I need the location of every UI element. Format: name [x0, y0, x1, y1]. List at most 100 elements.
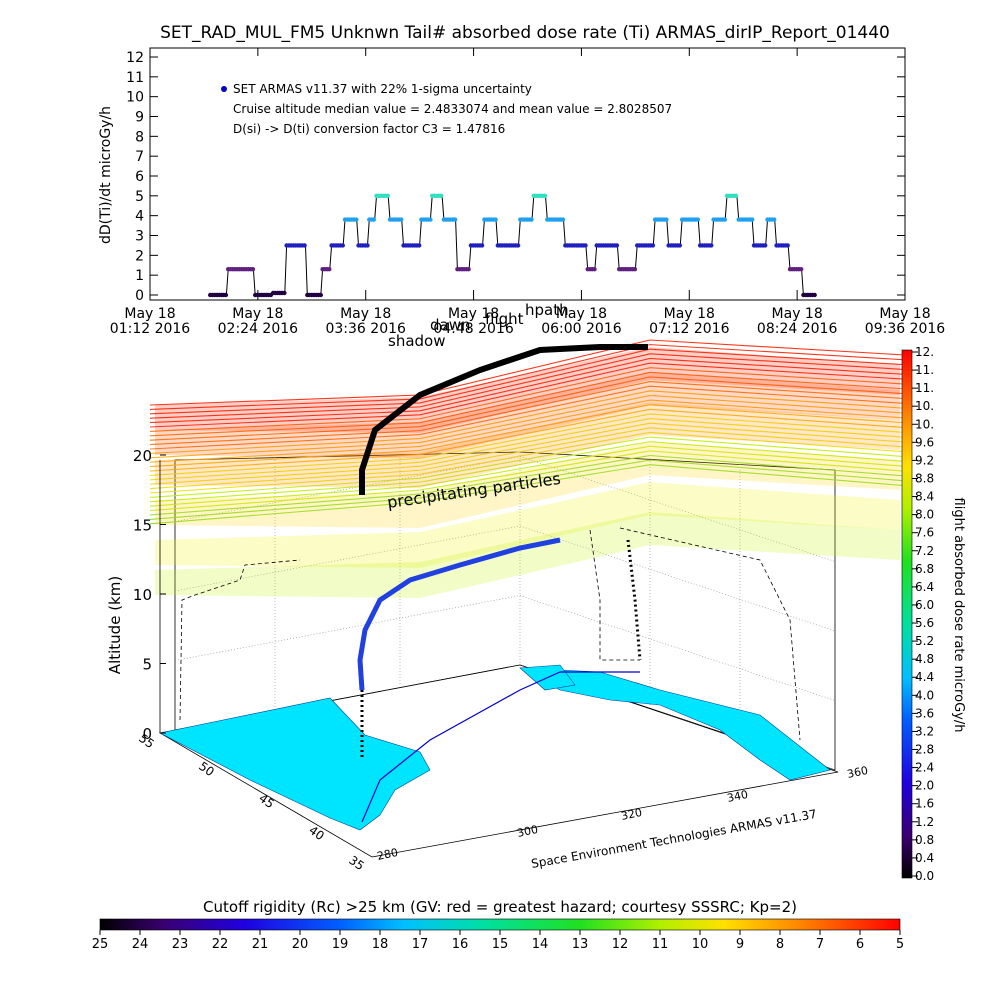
flight-path-upper	[359, 344, 648, 495]
rigidity-tick-label: 22	[212, 937, 229, 952]
page-title: SET_RAD_MUL_FM5 Unknwn Tail# absorbed do…	[160, 23, 890, 43]
sheet-line	[149, 362, 906, 428]
y-axis-label: dD(Ti)/dt microGy/h	[98, 106, 114, 244]
rigidity-tick-label: 8	[776, 937, 784, 952]
rigidity-tick-label: 9	[736, 937, 744, 952]
grid-line-horizontal	[519, 525, 836, 632]
colorbar-tick-label: 8.4	[915, 490, 934, 504]
sheet-line	[149, 441, 906, 503]
sheet-line	[149, 381, 906, 446]
x-tick-date: May 18	[340, 306, 391, 322]
altitude-tick-label: 10	[133, 586, 152, 604]
colorbar-tick-label: 4.0	[915, 688, 934, 702]
data-point	[428, 217, 433, 222]
rigidity-tick-label: 25	[92, 937, 109, 952]
colorbar-tick-label: 2.4	[915, 761, 934, 775]
rigidity-tick-label: 11	[652, 937, 669, 952]
sheet-line	[149, 427, 906, 490]
y-tick-label: 0	[135, 288, 144, 304]
colorbar-tick-label: 11.	[915, 381, 934, 395]
data-point	[632, 267, 638, 272]
rigidity-tick-label: 6	[856, 937, 864, 952]
colorbar-tick-label: 5.6	[915, 616, 934, 630]
sheet-line	[149, 454, 906, 516]
data-point	[650, 243, 656, 248]
sheet-line	[149, 367, 906, 432]
x-tick-time: 04:48 2016	[433, 321, 514, 337]
colorbar-tick-label: 7.2	[915, 544, 934, 558]
colorbar-tick-label: 12.	[915, 345, 934, 359]
data-point	[365, 243, 370, 248]
colorbar-tick-label: 6.8	[915, 562, 934, 576]
longitude-tick-label: 360	[846, 764, 869, 781]
data-point	[722, 217, 727, 222]
y-tick-label: 6	[135, 169, 144, 185]
colorbar-tick-label: 4.4	[915, 670, 934, 684]
data-point	[799, 267, 804, 272]
data-point	[812, 292, 817, 298]
data-point	[493, 217, 498, 222]
y-tick-label: 5	[135, 189, 144, 205]
y-tick-label: 7	[135, 149, 144, 165]
legend-series-label: SET ARMAS v11.37 with 22% 1-sigma uncert…	[233, 82, 532, 96]
colorbar-tick-label: 3.2	[915, 724, 934, 738]
sheet-line	[149, 390, 906, 454]
sheet-line	[149, 408, 906, 472]
rigidity-tick-label: 19	[332, 937, 349, 952]
annotation-dawn: dawn	[430, 316, 471, 334]
data-point	[515, 243, 521, 248]
colorbar-tick-label: 0.0	[915, 869, 934, 883]
colorbar-tick-label: 2.8	[915, 743, 934, 757]
colorbar-tick-label: 8.0	[915, 508, 934, 522]
colorbar-tick-label: 10.	[915, 399, 934, 413]
data-point	[327, 267, 332, 272]
altitude-ticks: 0 5 10 15 20	[133, 447, 166, 743]
altitude-tick-label: 20	[133, 447, 152, 465]
sheet-line	[149, 376, 906, 441]
longitude-ticks: 280 300 320 340 360	[376, 764, 869, 863]
legend: SET ARMAS v11.37 with 22% 1-sigma uncert…	[221, 82, 672, 136]
wall-projection-right	[589, 529, 640, 661]
x-tick-date: May 18	[556, 306, 607, 322]
data-point	[529, 217, 534, 222]
sheet-line	[149, 417, 906, 481]
legend-marker	[221, 86, 227, 92]
sheet-line	[149, 399, 906, 463]
rigidity-tick-label: 23	[172, 937, 189, 952]
data-point	[371, 217, 376, 222]
longitude-tick-label: 340	[726, 788, 749, 805]
x-tick-time: 03:36 2016	[325, 321, 406, 337]
land-east	[519, 667, 831, 781]
rigidity-colorbar: Cutoff rigidity (Rc) >25 km (GV: red = g…	[92, 898, 904, 952]
sheet-band	[155, 482, 900, 568]
colorbar-tick-label: 4.8	[915, 652, 934, 666]
rigidity-tick-label: 12	[612, 937, 629, 952]
colorbar-tick-label: 0.4	[915, 851, 934, 865]
rigidity-tick-label: 13	[572, 937, 589, 952]
sheet-line	[149, 459, 906, 520]
sheet-band	[155, 347, 900, 433]
data-point	[733, 193, 739, 198]
data-point	[250, 267, 256, 272]
x-tick-time: 08:24 2016	[757, 321, 838, 337]
colorbar-tick-label: 11.	[915, 363, 934, 377]
land-west	[159, 697, 431, 831]
x-tick-time: 01:12 2016	[110, 321, 191, 337]
data-point	[542, 193, 548, 198]
grid-line-horizontal	[519, 595, 836, 701]
rigidity-tick-label: 21	[252, 937, 269, 952]
colorbar-tick-label: 8.8	[915, 471, 934, 485]
dose-rate-markers	[208, 193, 817, 298]
colorbar-tick-label: 1.6	[915, 797, 934, 811]
data-point	[560, 217, 566, 222]
y-tick-label: 1	[135, 268, 144, 284]
data-point	[417, 243, 422, 248]
data-point	[466, 267, 471, 272]
flight-path-vertical-right	[626, 539, 642, 661]
data-point	[439, 193, 444, 198]
data-point	[677, 243, 682, 248]
data-point	[750, 217, 755, 222]
